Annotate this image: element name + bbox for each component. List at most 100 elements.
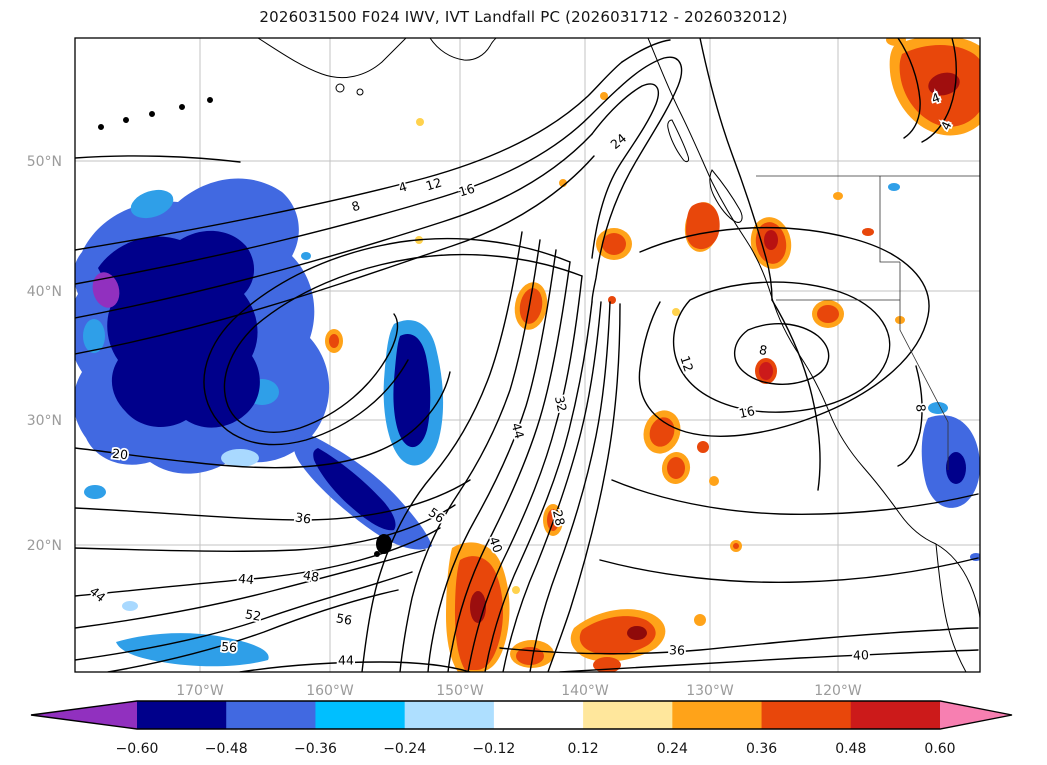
shade-orange-dot [608,296,616,304]
colorbar-tick-label: 0.24 [657,741,688,757]
contour-label: 12 [677,354,696,374]
lon-tick-label: 140°W [561,683,609,699]
colorbar-segment [583,701,673,729]
contour-label: 48 [302,567,320,585]
contour-line [638,226,930,437]
contour-label: 40 [486,535,506,555]
contour-line [427,249,557,672]
colorbar-segment [315,701,406,729]
contour-label: 56 [426,504,448,525]
lat-axis-labels: 50°N 40°N 30°N 20°N [27,154,62,554]
lon-tick-label: 120°W [814,683,862,699]
contour-line [672,281,891,413]
shade-orange-dot [886,38,906,46]
shade-orangered [817,305,839,323]
coast-gulf-california [935,543,980,619]
contour-line [921,38,957,143]
contour-label: 20 [111,446,128,463]
shade-navy-streak [393,334,431,448]
shade-orange-dot [833,192,843,200]
contour-line [223,253,583,433]
chart-title: 2026031500 F024 IWV, IVT Landfall PC (20… [259,8,788,26]
aleutian-island [98,124,104,130]
aleutian-island [179,104,185,110]
colorbar-tick-label: 0.12 [568,741,599,757]
contour-line [75,479,471,521]
contour-line [107,589,399,672]
lon-tick-label: 170°W [176,683,224,699]
contour-line [75,527,441,597]
colorbar-extend-left [31,701,137,729]
contour-line [399,239,541,672]
contour-line [499,627,979,655]
colorbar-segment [672,701,763,729]
colorbar-segment [850,701,941,729]
shade-yellow-dot [672,308,680,316]
contour-label: 40 [853,647,869,663]
contour-line [621,39,671,63]
lon-axis-labels: 170°W 160°W 150°W 140°W 130°W 120°W [176,683,862,699]
coast-west [647,38,937,545]
contour-line [75,155,241,163]
shade-blue-dot [888,183,900,191]
colorbar-tick-label: 0.48 [835,741,866,757]
shade-orange-dot [600,92,608,100]
kodiak-island [335,83,345,93]
lon-tick-label: 160°W [306,683,354,699]
contour-line [361,231,523,672]
contour-label: 44 [87,583,109,605]
colorbar-tick-label: 0.60 [924,741,955,757]
contour-label: 4 [397,179,409,196]
shade-darkred-core [764,230,778,250]
contour-label: 24 [607,130,629,152]
plot-area [75,38,980,672]
colorbar-segment [226,701,317,729]
kodiak-island [356,88,364,96]
contour-label: 56 [221,639,238,655]
shade-orange-dot [709,476,719,486]
contour-line [699,38,773,301]
shade-darkred-core [470,591,486,623]
shade-orange-dot [862,228,874,236]
shade-orange-dot [697,441,709,453]
shade-red-spot [759,362,773,380]
contour-line [559,649,979,672]
colorbar-segment [761,701,852,729]
shade-orangered [579,616,656,655]
shade-navy-baja [946,452,966,484]
shade-orange-dot [733,543,739,549]
contour-label: 28 [550,508,568,527]
pc-shading [75,38,980,672]
contour-line [75,371,451,469]
shade-orangered [602,233,626,255]
contour-line [897,38,921,139]
contour-line [591,56,683,303]
coastlines [98,38,980,672]
contour-label: 56 [335,610,353,628]
contour-label: 8 [350,198,362,215]
aleutian-island [207,97,213,103]
colorbar-segment [493,701,584,729]
coast-baja [935,543,967,672]
contour-line [467,275,583,672]
contour-line [591,83,660,259]
shade-blue-streak [116,633,269,667]
shade-darkred-core [928,72,960,96]
aleutian-island [123,117,129,123]
contour-line [771,299,821,491]
colorbar-tick-label: 0.36 [746,741,777,757]
coast-haida-gwaii [667,119,689,163]
shade-yellow-dot [416,118,424,126]
plot-border [74,37,981,673]
border-line [899,262,949,470]
shade-orangered [519,288,543,324]
coast-vancouver-island [709,169,743,223]
colorbar-outline [30,700,1013,730]
contour-line [239,661,471,672]
contour-label: 36 [294,509,312,526]
colorbar: −0.60 −0.48 −0.36 −0.24 −0.12 0.12 0.24 0.36 0.4… [30,700,1013,757]
black-blob [374,551,380,557]
contour-label: 8 [913,403,929,412]
iwv-contours [75,38,979,672]
